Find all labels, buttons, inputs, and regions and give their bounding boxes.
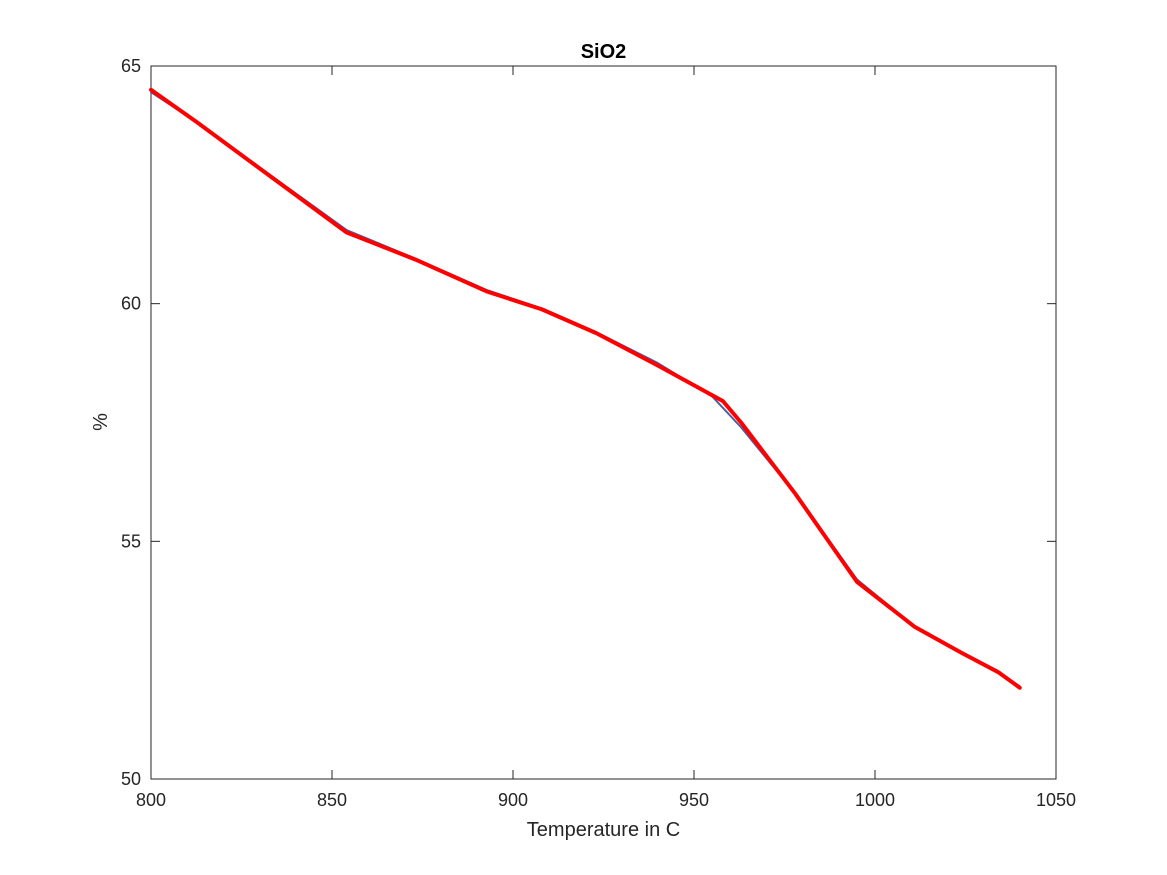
x-tick-label: 900 — [498, 790, 528, 810]
y-tick-label: 65 — [121, 56, 141, 76]
x-tick-label: 1000 — [855, 790, 895, 810]
chart-title: SiO2 — [581, 41, 627, 63]
plot-area — [150, 65, 1057, 780]
y-tick-label: 55 — [121, 531, 141, 551]
axis-ticks: 800 850 900 950 1000 1050 50 55 60 65 — [121, 56, 1076, 810]
x-tick-label: 1050 — [1036, 790, 1076, 810]
y-axis-label: % — [90, 413, 112, 431]
y-tick-label: 50 — [121, 769, 141, 789]
x-tick-label: 950 — [679, 790, 709, 810]
x-tick-label: 800 — [136, 790, 166, 810]
series-line-2 — [149, 87, 1022, 690]
x-tick-label: 850 — [317, 790, 347, 810]
data-series — [149, 87, 1022, 690]
x-axis-label: Temperature in C — [527, 819, 680, 841]
y-tick-label: 60 — [121, 294, 141, 314]
